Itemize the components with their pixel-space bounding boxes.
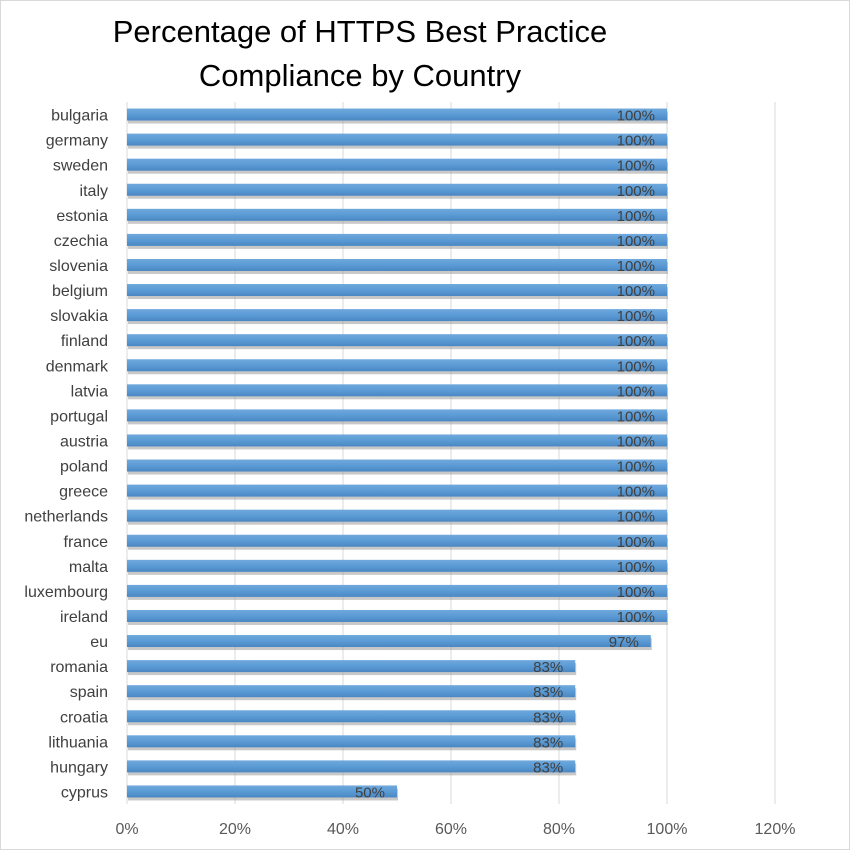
category-label: slovakia (50, 308, 108, 325)
bar-belgium (127, 284, 667, 297)
bar-bulgaria (127, 108, 667, 121)
category-label: finland (61, 333, 108, 350)
data-label: 83% (533, 684, 563, 701)
category-label: croatia (60, 709, 108, 726)
category-label: eu (90, 634, 108, 651)
category-label: slovenia (49, 258, 108, 275)
category-label: italy (80, 183, 108, 200)
bar-greece (127, 484, 667, 497)
bar-portugal (127, 409, 667, 422)
data-label: 100% (617, 534, 655, 551)
bar-austria (127, 434, 667, 447)
bar-germany (127, 133, 667, 146)
chart-title-line-1: Percentage of HTTPS Best Practice (112, 14, 608, 49)
bar-spain (127, 685, 576, 698)
bar-finland (127, 334, 667, 347)
data-label: 83% (533, 734, 563, 751)
data-label: 100% (617, 308, 655, 325)
bar-italy (127, 183, 667, 196)
data-label: 100% (617, 484, 655, 501)
x-axis-tick-labels: 0% 20% 40% 60% 80% 100% 120% (115, 821, 795, 838)
data-label: 100% (617, 208, 655, 225)
data-label: 100% (617, 233, 655, 250)
bar-cyprus (127, 785, 397, 798)
category-label: bulgaria (51, 108, 108, 125)
data-label: 100% (617, 358, 655, 375)
category-label: portugal (50, 408, 108, 425)
data-label: 100% (617, 509, 655, 526)
bar-romania (127, 660, 576, 673)
bar-netherlands (127, 509, 667, 522)
data-label: 100% (617, 108, 655, 125)
category-label: sweden (53, 158, 108, 175)
data-label: 100% (617, 383, 655, 400)
x-tick-label: 20% (219, 821, 251, 838)
data-label: 100% (617, 584, 655, 601)
category-label: germany (46, 133, 108, 150)
x-tick-label: 40% (327, 821, 359, 838)
category-label: france (64, 534, 109, 551)
category-label: netherlands (24, 509, 108, 526)
bar-malta (127, 559, 667, 572)
data-label: 100% (617, 183, 655, 200)
bar-croatia (127, 710, 576, 723)
category-labels: bulgaria germany sweden italy estonia czechia… (24, 108, 109, 802)
data-labels: 100% 100% 100% 100% 100% 100% 100% 100% 100% 100%… (355, 108, 655, 802)
data-label: 83% (533, 659, 563, 676)
data-label: 83% (533, 709, 563, 726)
data-label: 83% (533, 759, 563, 776)
bar-poland (127, 459, 667, 472)
bar-denmark (127, 359, 667, 372)
data-label: 100% (617, 133, 655, 150)
category-label: luxembourg (24, 584, 108, 601)
data-label: 100% (617, 609, 655, 626)
category-label: belgium (52, 283, 108, 300)
category-label: lithuania (48, 734, 108, 751)
bar-eu (127, 635, 651, 648)
chart-title: Percentage of HTTPS Best Practice Compli… (60, 10, 660, 98)
data-label: 100% (617, 559, 655, 576)
category-label: romania (50, 659, 108, 676)
category-label: malta (69, 559, 108, 576)
category-label: austria (60, 433, 108, 450)
category-label: czechia (54, 233, 108, 250)
x-tick-label: 100% (647, 821, 688, 838)
bar-latvia (127, 384, 667, 397)
data-label: 100% (617, 459, 655, 476)
bar-slovenia (127, 258, 667, 271)
x-tick-label: 80% (543, 821, 575, 838)
bar-luxembourg (127, 584, 667, 597)
category-label: poland (60, 459, 108, 476)
x-tick-label: 120% (755, 821, 796, 838)
bar-slovakia (127, 309, 667, 322)
data-label: 100% (617, 433, 655, 450)
data-label: 97% (609, 634, 639, 651)
category-label: estonia (56, 208, 108, 225)
data-label: 100% (617, 283, 655, 300)
bar-lithuania (127, 735, 576, 748)
bar-ireland (127, 609, 667, 622)
x-tick-label: 60% (435, 821, 467, 838)
category-label: ireland (60, 609, 108, 626)
bar-czechia (127, 233, 667, 246)
category-label: cyprus (61, 784, 108, 801)
x-tick-label: 0% (115, 821, 138, 838)
category-label: hungary (50, 759, 108, 776)
data-label: 100% (617, 158, 655, 175)
category-label: greece (59, 484, 108, 501)
category-label: spain (70, 684, 108, 701)
data-label: 100% (617, 408, 655, 425)
chart-title-line-2: Compliance by Country (198, 58, 522, 93)
bar-hungary (127, 760, 576, 773)
bar-estonia (127, 208, 667, 221)
bar-france (127, 534, 667, 547)
bar-sweden (127, 158, 667, 171)
bars (127, 108, 668, 801)
category-label: denmark (46, 358, 109, 375)
category-label: latvia (71, 383, 108, 400)
data-label: 50% (355, 784, 385, 801)
data-label: 100% (617, 333, 655, 350)
data-label: 100% (617, 258, 655, 275)
